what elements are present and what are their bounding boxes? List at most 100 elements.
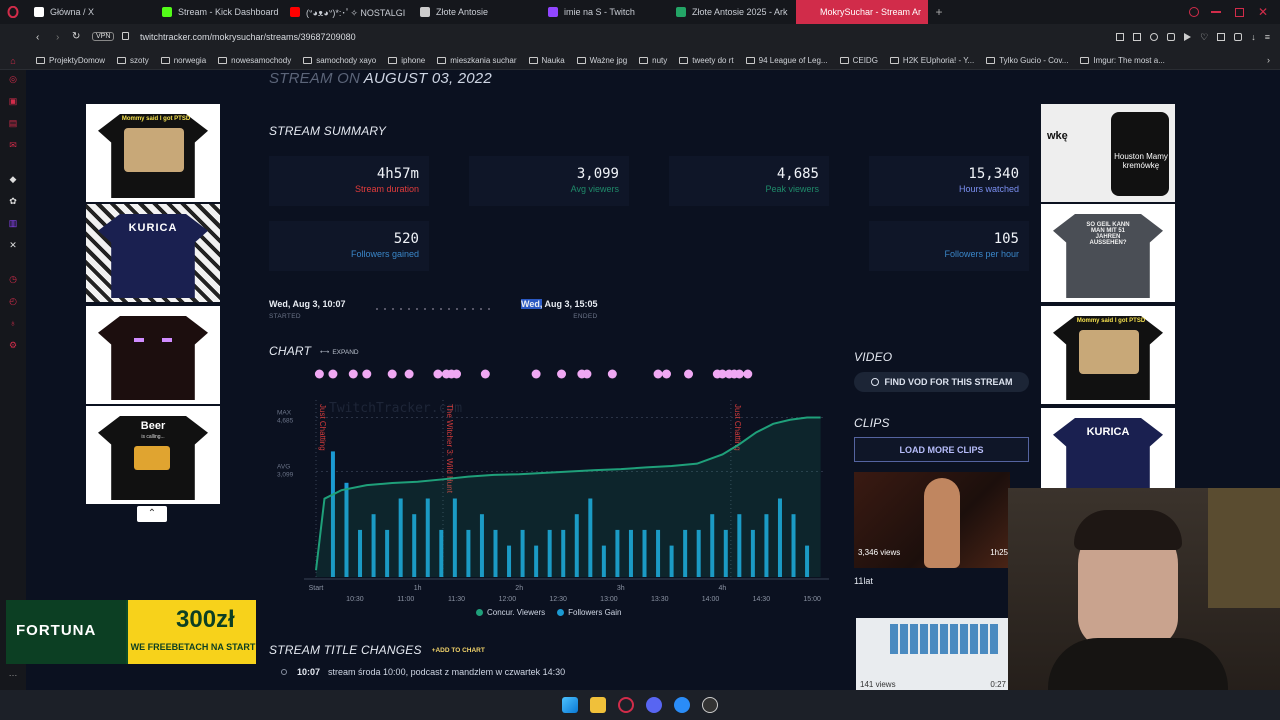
add-to-chart-button[interactable]: +ADD TO CHART <box>431 646 485 654</box>
heart-icon[interactable]: ♡ <box>1200 32 1209 42</box>
fortuna-ad[interactable]: FORTUNA 300zł WE FREEBETACH NA START <box>6 600 256 664</box>
ad-shirt-kurica[interactable]: KURICA <box>86 204 220 302</box>
stat-value: 15,340 <box>968 166 1019 182</box>
search-tabs-icon[interactable] <box>1188 7 1199 17</box>
bookmark-item[interactable]: nuty <box>639 56 667 65</box>
ad-mug-houston[interactable]: wkę Houston Mamy kremówkę <box>1041 104 1175 202</box>
expand-button[interactable]: ⟷ EXPAND <box>320 348 359 357</box>
browser-tab[interactable]: Stream - Kick Dashboard <box>154 0 282 24</box>
clip-title[interactable]: 11lat <box>854 576 873 586</box>
browser-tab[interactable]: Złote Antosie 2025 - Ark <box>668 0 796 24</box>
scroll-up-button[interactable]: ⌃ <box>137 506 167 522</box>
x-logo-icon <box>34 7 44 17</box>
download-icon[interactable]: ↓ <box>1251 32 1256 42</box>
bookmark-item[interactable]: tweety do rt <box>679 56 734 65</box>
play-icon[interactable] <box>1184 33 1192 41</box>
bookmark-item[interactable]: H2K EUphoria! - Y... <box>889 56 974 65</box>
browser-tab[interactable]: imie na S - Twitch <box>540 0 668 24</box>
more-bookmarks-icon[interactable]: › <box>1267 55 1270 65</box>
bookmark-item[interactable]: mieszkania suchar <box>437 56 517 65</box>
bookmark-item[interactable]: nowesamochody <box>218 56 291 65</box>
forward-icon[interactable]: › <box>56 32 60 43</box>
obs-icon[interactable] <box>702 697 718 713</box>
browser-tab[interactable]: Złote Antosie <box>412 0 540 24</box>
tab-label: Główna / X <box>50 7 95 17</box>
bookmark-item[interactable]: szoty <box>117 56 149 65</box>
legend-followers[interactable]: Followers Gain <box>557 608 621 617</box>
new-tab-button[interactable]: + <box>935 5 943 19</box>
follower-bar <box>750 529 755 577</box>
bookmark-label: mieszkania suchar <box>450 56 517 65</box>
bookmark-item[interactable]: samochody xayo <box>303 56 376 65</box>
vpn-badge[interactable]: VPN <box>92 32 115 41</box>
windows-start-icon[interactable] <box>562 697 578 713</box>
find-vod-button[interactable]: FIND VOD FOR THIS STREAM <box>854 372 1029 392</box>
minimize-icon[interactable] <box>1210 11 1221 13</box>
menu-icon[interactable]: ≡ <box>1264 32 1270 42</box>
ad-shirt-enderman[interactable] <box>86 306 220 404</box>
bookmark-item[interactable]: iphone <box>388 56 425 65</box>
bookmark-item[interactable]: ProjektyDomow <box>36 56 105 65</box>
snapshot-icon[interactable] <box>1133 33 1142 41</box>
bookmark-item[interactable]: Ważne jpg <box>576 56 627 65</box>
browser-tab[interactable]: Główna / X <box>26 0 154 24</box>
clips-title: CLIPS <box>854 416 890 430</box>
sheets-icon <box>676 7 686 17</box>
sidebar-messages-icon[interactable]: ▤ <box>8 118 18 128</box>
ad-shirt-51[interactable]: SO GEIL KANN MAN MIT 51 JAHREN AUSSEHEN? <box>1041 204 1175 302</box>
camera-icon[interactable] <box>1116 33 1125 41</box>
follower-bar <box>371 514 376 577</box>
sidebar-x-icon[interactable]: ✕ <box>9 240 17 250</box>
opera-logo-icon[interactable] <box>0 0 26 24</box>
sidebar-kick-icon[interactable]: ◆ <box>9 174 17 184</box>
stat-value: 4,685 <box>776 166 819 182</box>
sidebar-twitch-icon[interactable]: ▥ <box>8 218 18 228</box>
sidebar-aria-icon[interactable]: ◎ <box>9 74 17 84</box>
browser-tab[interactable]: (ᐡ◕ᴥ◕ᐡ)*:･ﾟ✧ NOSTALGI <box>282 0 412 24</box>
translate-icon[interactable] <box>1150 33 1159 41</box>
sidebar-clock-icon[interactable]: ◷ <box>9 274 17 284</box>
legend-viewers[interactable]: Concur. Viewers <box>476 608 545 617</box>
fortuna-tagline: WE FREEBETACH NA START <box>130 642 256 652</box>
clip-thumbnail[interactable]: 3,346 views 1h25 <box>854 472 1010 568</box>
reload-icon[interactable]: ↻ <box>72 31 81 42</box>
bookmark-item[interactable]: norwegia <box>160 56 206 65</box>
bookmark-item[interactable]: Tylko Gucio - Cov... <box>986 56 1068 65</box>
extensions-icon[interactable] <box>1234 33 1243 41</box>
shirt-caption: KURICA <box>128 222 178 234</box>
ad-shirt-kurica-2[interactable]: KURICA <box>1041 408 1175 490</box>
discord-icon[interactable] <box>646 697 662 713</box>
bookmark-item[interactable]: 94 League of Leg... <box>745 56 828 65</box>
bookmark-item[interactable]: Imgur: The most a... <box>1080 56 1165 65</box>
url-field[interactable]: twitchtracker.com/mokrysuchar/streams/39… <box>140 32 356 42</box>
sidebar-history-icon[interactable]: ◴ <box>9 296 17 306</box>
clip-thumbnail-2[interactable]: 141 views 0:27 <box>856 618 1008 690</box>
close-window-icon[interactable]: ✕ <box>1257 5 1268 19</box>
sidebar-bulb-icon[interactable]: ♁ <box>9 318 17 328</box>
messenger-icon[interactable] <box>674 697 690 713</box>
browser-tab[interactable]: MokrySuchar - Stream Ar <box>796 0 928 24</box>
ad-shirt-ptsd-2[interactable]: Mommy said I got PTSD <box>1041 306 1175 404</box>
folder-icon <box>160 57 170 64</box>
youtube-logo-icon <box>290 7 300 17</box>
sidebar-more-icon[interactable]: … <box>8 668 18 678</box>
file-explorer-icon[interactable] <box>590 697 606 713</box>
ad-shirt-beer[interactable]: Beer is calling... <box>86 406 220 504</box>
wallet-icon[interactable] <box>1217 33 1226 41</box>
ad-shirt-ptsd[interactable]: Mommy said I got PTSD <box>86 104 220 202</box>
stat-label: Followers per hour <box>944 249 1019 259</box>
stream-chart[interactable]: TwitchTracker.com MAX 4,685 AVG 3,099 Just Ch… <box>269 362 830 612</box>
bookmark-item[interactable]: CEIDG <box>839 56 878 65</box>
bookmark-item[interactable]: Nauka <box>528 56 565 65</box>
sidebar-chatgpt-icon[interactable]: ✿ <box>9 196 17 206</box>
adblock-icon[interactable] <box>1167 33 1176 41</box>
lock-icon[interactable] <box>122 32 129 40</box>
sidebar-mail-icon[interactable]: ✉ <box>9 140 17 150</box>
sidebar-home-icon[interactable]: ⌂ <box>10 56 16 66</box>
load-more-clips-button[interactable]: LOAD MORE CLIPS <box>854 437 1029 462</box>
sidebar-bag-icon[interactable]: ▣ <box>8 96 18 106</box>
back-icon[interactable]: ‹ <box>36 32 40 43</box>
opera-taskbar-icon[interactable] <box>618 697 634 713</box>
sidebar-settings-icon[interactable]: ⚙ <box>8 340 18 350</box>
maximize-icon[interactable] <box>1234 7 1244 17</box>
